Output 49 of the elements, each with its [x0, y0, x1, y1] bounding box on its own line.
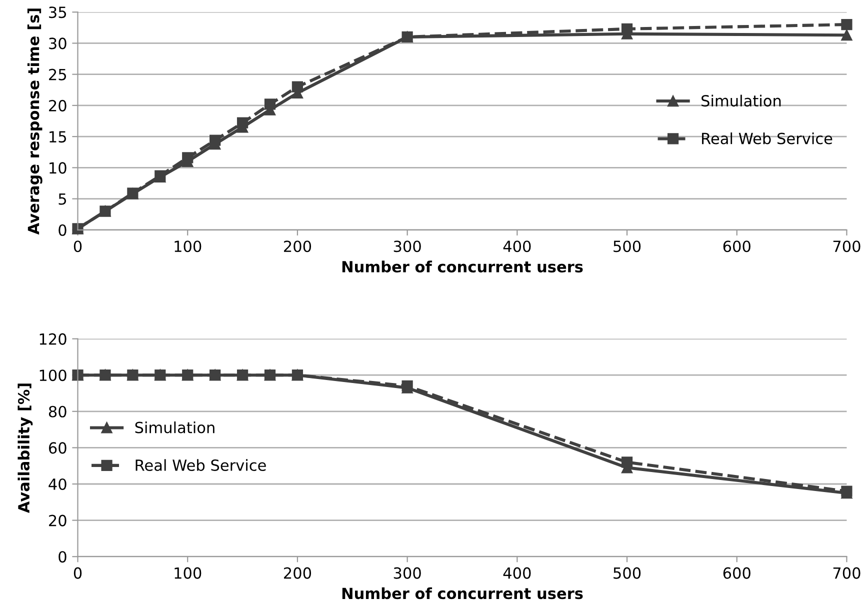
y-tick-label: 35 — [49, 6, 66, 18]
x-tick-label: 300 — [394, 567, 421, 579]
y-tick-label: 40 — [48, 478, 66, 490]
x-tick-label: 300 — [394, 240, 421, 252]
legend-label: Real Web Service — [702, 132, 832, 144]
point — [841, 30, 852, 41]
y-tick-label: 10 — [50, 162, 66, 174]
x-tick-label: 400 — [503, 567, 531, 579]
x-tick-label: 600 — [723, 240, 750, 252]
y-tick-label: 0 — [58, 551, 66, 563]
x-axis-title: Number of concurrent users — [342, 587, 583, 600]
y-tick-label: 120 — [40, 333, 66, 345]
legend-label: Real Web Service — [136, 459, 266, 471]
point — [621, 456, 633, 468]
y-tick-label: 5 — [58, 193, 66, 205]
x-tick-label: 200 — [284, 567, 312, 579]
point — [264, 98, 276, 110]
x-tick-label: 0 — [74, 240, 82, 252]
x-tick-label: 700 — [833, 240, 860, 252]
point — [210, 134, 221, 146]
point — [127, 188, 138, 199]
y-tick-label: 15 — [50, 131, 66, 143]
point — [182, 152, 194, 164]
x-tick-label: 500 — [614, 240, 641, 252]
y-tick-label: 20 — [49, 514, 66, 526]
legend-label: Simulation — [135, 421, 214, 434]
x-tick-label: 0 — [74, 567, 82, 579]
y-tick-label: 30 — [49, 38, 66, 50]
x-tick-label: 500 — [614, 567, 641, 579]
x-tick-label: 200 — [284, 240, 312, 252]
legend-label: Simulation — [702, 94, 781, 107]
y-axis-title: Availability [%] — [18, 384, 33, 514]
point — [292, 81, 304, 92]
y-tick-label: 100 — [40, 370, 66, 382]
y-tick-label: 60 — [48, 442, 66, 454]
y-tick-label: 80 — [48, 406, 66, 418]
y-tick-label: 25 — [49, 68, 66, 80]
y-axis-title: Average response time [s] — [27, 8, 42, 235]
x-tick-label: 400 — [503, 240, 531, 252]
point — [402, 31, 413, 43]
x-tick-label: 100 — [174, 240, 202, 252]
point — [841, 18, 852, 30]
x-axis-title: Number of concurrent users — [342, 260, 583, 272]
x-tick-label: 700 — [833, 567, 860, 579]
x-tick-label: 600 — [723, 567, 750, 579]
y-tick-label: 0 — [58, 224, 66, 236]
y-tick-label: 20 — [49, 100, 66, 112]
point — [236, 117, 248, 128]
x-tick-label: 100 — [174, 567, 202, 579]
